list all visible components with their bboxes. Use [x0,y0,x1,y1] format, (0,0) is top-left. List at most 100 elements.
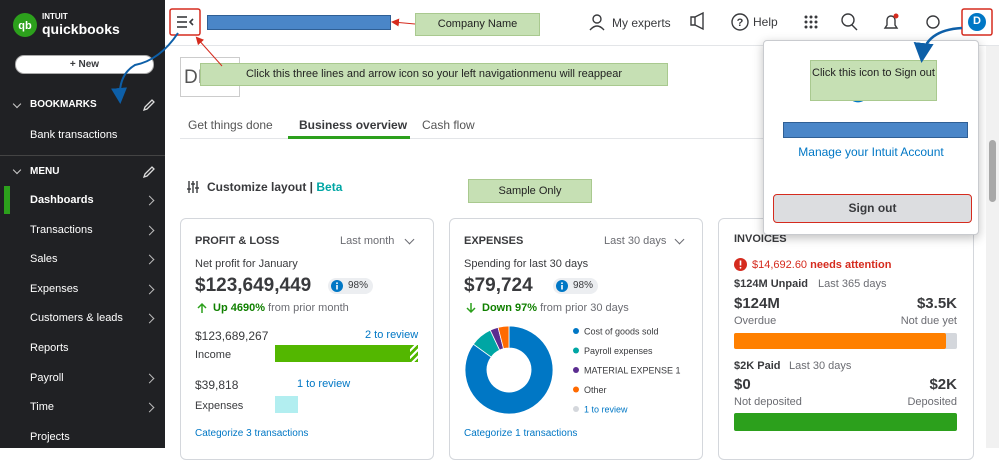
menu-item[interactable]: Projects [30,430,70,443]
period[interactable]: Last month [340,235,395,247]
manage-account[interactable]: Manage your Intuit Account [798,145,944,159]
review-link[interactable]: 1 to review [584,405,628,415]
info-icon [556,280,568,292]
expense-label: Expenses [195,400,244,412]
card-title: INVOICES [734,233,787,245]
annotation: Click this icon to Sign out [810,60,937,101]
menu-chevron [144,373,155,384]
menu-chevron [144,313,155,324]
tab-active[interactable]: Business overview [299,118,408,132]
unpaid-period: Last 365 days [818,278,887,290]
unpaid: $124M Unpaid [734,278,808,290]
customize-label: Customize layout | [207,180,314,194]
active-indicator [4,186,10,214]
tab-underline [288,136,410,139]
menu-item[interactable]: Customers & leads [30,312,123,325]
menu-item[interactable]: Sales [30,253,58,266]
deposited-label: Deposited [907,396,957,408]
new-button[interactable]: + New [15,55,154,74]
up-arrow [197,302,207,313]
legend-label: MATERIAL EXPENSE 1 [584,366,681,376]
income-bar [275,345,418,362]
avatar[interactable]: D [973,15,981,27]
footer-link[interactable]: Categorize 3 transactions [195,428,309,439]
menu-chevron [144,284,155,295]
review-link[interactable]: 2 to review [365,329,419,341]
footer-link[interactable]: Categorize 1 transactions [464,428,578,439]
deposited-bar [734,413,957,431]
period[interactable]: Last 30 days [604,235,667,247]
legend-label: Other [584,385,607,395]
menu-item[interactable]: Transactions [30,223,93,236]
alert-amount: $14,692.60 [752,259,808,271]
collapse-icon[interactable] [12,165,22,175]
sign-out-button[interactable]: Sign out [773,194,972,223]
sidebar: qb INTUIT quickbooks + New BOOKMARKS Ban… [0,0,165,448]
review-link[interactable]: 1 to review [297,378,351,390]
svg-text:qb: qb [18,20,32,32]
alert-text: needs attention [810,259,892,271]
tab[interactable]: Get things done [188,118,273,132]
change-suffix: from prior month [268,302,349,314]
edit-icon[interactable] [142,165,156,179]
logo-icon: qb [13,13,37,37]
menu-item[interactable]: Time [30,401,55,414]
profit-loss-card [180,218,434,460]
change: Up 4690% from prior month [213,302,349,314]
overdue-amount: $124M [734,295,780,312]
subtitle: Net profit for January [195,258,298,270]
legend-dot [573,406,579,412]
topbar-border [165,45,999,46]
change-suffix: from prior 30 days [540,302,629,314]
tabs-border [180,138,970,139]
not-due-label: Not due yet [900,315,957,327]
not-due-amount: $3.5K [916,295,957,312]
menu-item[interactable]: Dashboards [30,194,94,206]
menu-chevron [144,254,155,265]
alert[interactable]: $14,692.60 needs attention [752,259,891,271]
amount: $123,649,449 [195,275,312,296]
legend-dot [573,386,579,393]
bookmark-item[interactable]: Bank transactions [30,129,118,141]
collapse-icon[interactable] [12,99,22,109]
legend-label: Cost of goods sold [584,327,659,337]
legend-label: Payroll expenses [584,346,653,356]
my-experts[interactable]: My experts [612,16,671,30]
edit-icon[interactable] [142,98,156,112]
legend-dot [573,328,579,334]
expense-bar [275,396,298,413]
card-title: EXPENSES [464,235,524,247]
amount: $79,724 [464,275,533,296]
legend-dot [573,367,579,373]
bookmarks-heading: BOOKMARKS [30,99,97,110]
not-deposited-amount: $0 [734,376,751,393]
deposited-amount: $2K [929,376,957,393]
legend-dot [573,347,579,354]
donut-segment [497,325,510,350]
donut-chart: Cost of goods sold Payroll expenses MATERI… [464,325,681,415]
scrollbar-thumb[interactable] [989,140,996,202]
menu-item[interactable]: Reports [30,342,69,354]
subtitle: Spending for last 30 days [464,258,589,270]
logo-top: INTUIT [42,12,68,21]
svg-text:?: ? [737,17,744,29]
expense-amount: $39,818 [195,378,239,392]
menu-chevron [144,195,155,206]
tab[interactable]: Cash flow [422,118,475,132]
not-deposited-label: Not deposited [734,396,802,408]
income-amount: $123,689,267 [195,329,269,343]
income-label: Income [195,349,232,361]
overdue-bar [734,333,946,349]
paid: $2K Paid [734,360,781,372]
menu-item[interactable]: Payroll [30,371,64,384]
paid-period: Last 30 days [789,360,852,372]
annotation: Click this three lines and arrow icon so… [200,63,668,86]
change-value: Up 4690% [213,302,265,314]
divider [0,155,165,156]
menu-item[interactable]: Expenses [30,282,79,295]
customize-layout[interactable]: Customize layout | Beta [207,180,342,194]
customize-icon [187,181,199,193]
card-title: PROFIT & LOSS [195,235,280,247]
help[interactable]: Help [753,15,778,29]
